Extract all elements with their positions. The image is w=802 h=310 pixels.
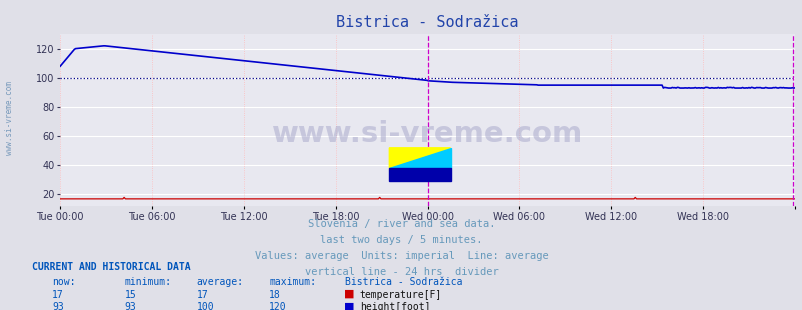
Text: temperature[F]: temperature[F] bbox=[359, 290, 441, 300]
Text: www.si-vreme.com: www.si-vreme.com bbox=[272, 120, 582, 148]
Text: 100: 100 bbox=[196, 302, 214, 310]
Text: last two days / 5 minutes.: last two days / 5 minutes. bbox=[320, 235, 482, 245]
Text: average:: average: bbox=[196, 277, 244, 287]
Polygon shape bbox=[389, 148, 450, 168]
Text: now:: now: bbox=[52, 277, 75, 287]
Text: 17: 17 bbox=[52, 290, 64, 300]
Text: 93: 93 bbox=[52, 302, 64, 310]
Text: minimum:: minimum: bbox=[124, 277, 172, 287]
Text: Values: average  Units: imperial  Line: average: Values: average Units: imperial Line: av… bbox=[254, 251, 548, 261]
Text: www.si-vreme.com: www.si-vreme.com bbox=[5, 81, 14, 155]
Text: 120: 120 bbox=[269, 302, 286, 310]
Text: height[foot]: height[foot] bbox=[359, 302, 430, 310]
Text: 93: 93 bbox=[124, 302, 136, 310]
Text: ■: ■ bbox=[343, 289, 354, 299]
Text: Bistrica - Sodražica: Bistrica - Sodražica bbox=[345, 277, 462, 287]
Text: vertical line - 24 hrs  divider: vertical line - 24 hrs divider bbox=[304, 267, 498, 277]
Text: CURRENT AND HISTORICAL DATA: CURRENT AND HISTORICAL DATA bbox=[32, 262, 191, 272]
Bar bbox=[389, 168, 450, 181]
Text: 15: 15 bbox=[124, 290, 136, 300]
Text: 17: 17 bbox=[196, 290, 209, 300]
Text: ■: ■ bbox=[343, 301, 354, 310]
Text: Slovenia / river and sea data.: Slovenia / river and sea data. bbox=[307, 219, 495, 228]
Text: maximum:: maximum: bbox=[269, 277, 316, 287]
Title: Bistrica - Sodražica: Bistrica - Sodražica bbox=[336, 15, 518, 30]
Text: 18: 18 bbox=[269, 290, 281, 300]
Polygon shape bbox=[389, 148, 450, 168]
